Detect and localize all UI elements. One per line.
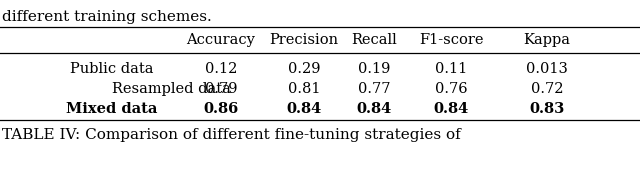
- Text: 0.76: 0.76: [435, 82, 467, 96]
- Text: 0.77: 0.77: [358, 82, 390, 96]
- Text: 0.79: 0.79: [205, 82, 237, 96]
- Text: 0.19: 0.19: [358, 62, 390, 76]
- Text: F1-score: F1-score: [419, 33, 483, 47]
- Text: 0.84: 0.84: [433, 102, 469, 116]
- Text: 0.86: 0.86: [203, 102, 239, 116]
- Text: different training schemes.: different training schemes.: [2, 10, 212, 24]
- Text: 0.11: 0.11: [435, 62, 467, 76]
- Text: 0.83: 0.83: [529, 102, 565, 116]
- Text: Kappa: Kappa: [524, 33, 571, 47]
- Text: 0.84: 0.84: [356, 102, 392, 116]
- Text: 0.72: 0.72: [531, 82, 563, 96]
- Text: Resampled data: Resampled data: [112, 82, 231, 96]
- Text: Recall: Recall: [351, 33, 397, 47]
- Text: 0.84: 0.84: [286, 102, 322, 116]
- Text: TABLE IV: Comparison of different fine-tuning strategies of: TABLE IV: Comparison of different fine-t…: [2, 128, 461, 142]
- Text: Accuracy: Accuracy: [186, 33, 255, 47]
- Text: 0.81: 0.81: [288, 82, 320, 96]
- Text: Public data: Public data: [70, 62, 154, 76]
- Text: 0.12: 0.12: [205, 62, 237, 76]
- Text: 0.29: 0.29: [288, 62, 320, 76]
- Text: Mixed data: Mixed data: [67, 102, 157, 116]
- Text: 0.013: 0.013: [526, 62, 568, 76]
- Text: Precision: Precision: [269, 33, 339, 47]
